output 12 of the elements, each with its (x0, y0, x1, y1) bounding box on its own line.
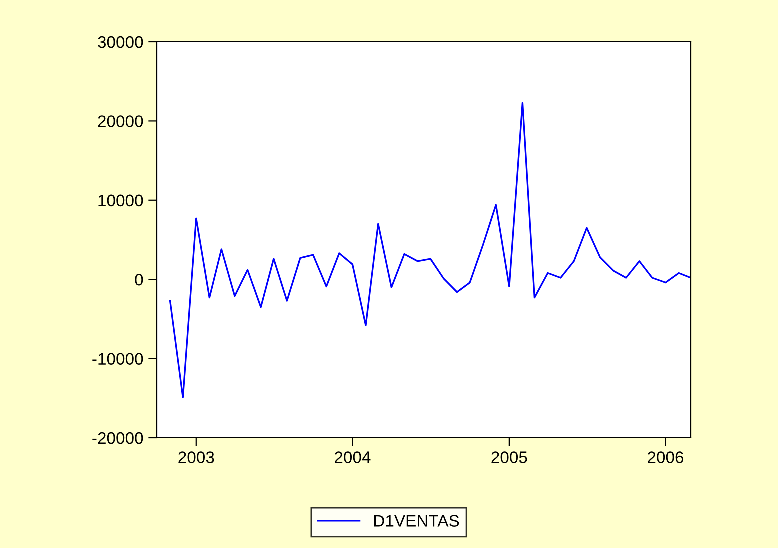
y-tick-label: -20000 (92, 432, 144, 444)
y-tick-label: 30000 (98, 36, 144, 48)
y-tick-label: 20000 (98, 116, 144, 128)
legend-label: D1VENTAS (374, 515, 460, 527)
y-tick-label: -10000 (92, 353, 144, 366)
y-tick-label: 10000 (98, 194, 144, 207)
line-series (169, 102, 691, 398)
x-tick-label: 2004 (335, 452, 371, 464)
x-tick-label: 2005 (492, 452, 528, 464)
x-tick-label: 2006 (648, 452, 684, 464)
x-tick-label: 2003 (178, 452, 214, 464)
y-tick-label: 0 (135, 274, 144, 286)
